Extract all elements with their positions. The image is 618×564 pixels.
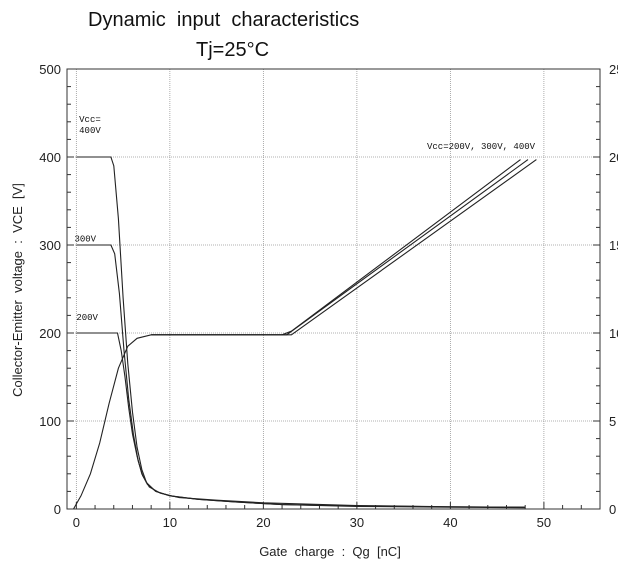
- right-axis-ticks: 25 20 15 10 5 0: [609, 62, 618, 517]
- right-tick-label: 15: [609, 238, 618, 253]
- x-tick-label: 50: [537, 515, 551, 530]
- right-tick-label: 0: [609, 502, 616, 517]
- x-tick-label: 30: [350, 515, 364, 530]
- right-tick-label: 10: [609, 326, 618, 341]
- series-line: [76, 244, 526, 508]
- annotation-label: Vcc=: [79, 115, 101, 125]
- x-tick-label: 40: [443, 515, 457, 530]
- x-tick-label: 20: [256, 515, 270, 530]
- chart-subtitle: Tj=25°C: [196, 39, 269, 61]
- series-line: [151, 159, 529, 336]
- x-axis-ticks: 0 10 20 30 40 50: [73, 502, 582, 530]
- chart-title: Dynamic input characteristics: [88, 9, 359, 31]
- x-tick-label: 0: [73, 515, 80, 530]
- plot-frame: [66, 68, 601, 510]
- annotation-label: 400V: [79, 126, 101, 136]
- series-line: [151, 159, 537, 336]
- x-tick-label: 10: [163, 515, 177, 530]
- y-tick-label: 300: [39, 238, 61, 253]
- y-tick-label: 200: [39, 326, 61, 341]
- right-tick-label: 5: [609, 414, 616, 429]
- annotation-label: 300V: [74, 234, 96, 244]
- right-tick-label: 25: [609, 62, 618, 77]
- grid: [67, 68, 600, 510]
- annotation-label: Vcc=200V, 300V, 400V: [427, 142, 536, 152]
- y-tick-label: 400: [39, 150, 61, 165]
- series-line: [76, 156, 526, 509]
- y-tick-label: 500: [39, 62, 61, 77]
- annotation-label: 200V: [76, 313, 98, 323]
- series-line: [73, 159, 521, 510]
- annotations: Vcc=400V 300V 200V Vcc=200V, 300V, 400V: [74, 115, 535, 323]
- y-axis-label: Collector-Emitter voltage : VCE [V]: [10, 183, 25, 397]
- x-axis-label: Gate charge : Qg [nC]: [259, 544, 401, 559]
- y-axis-ticks: 0 100 200 300 400 500: [39, 62, 600, 517]
- series-line: [76, 332, 526, 508]
- y-tick-label: 100: [39, 414, 61, 429]
- y-tick-label: 0: [54, 502, 61, 517]
- right-tick-label: 20: [609, 150, 618, 165]
- series-lines: [73, 156, 537, 510]
